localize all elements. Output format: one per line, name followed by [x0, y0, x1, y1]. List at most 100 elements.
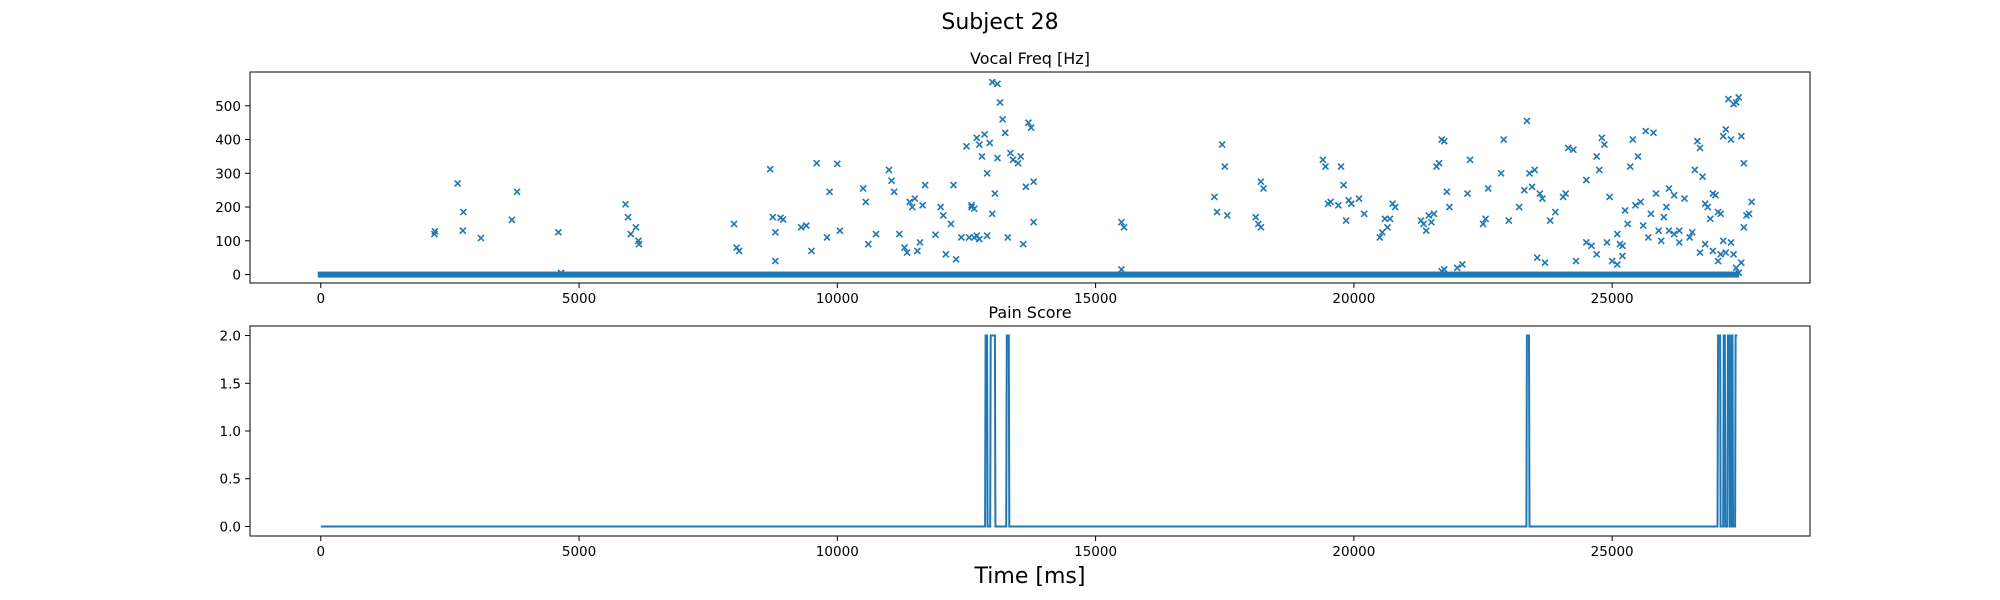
data-point — [1637, 198, 1645, 206]
data-point — [991, 189, 999, 198]
data-point — [1500, 135, 1508, 144]
data-point — [454, 179, 462, 187]
x-tick-label: 0 — [316, 544, 325, 560]
data-point — [1618, 252, 1627, 260]
data-point — [1613, 230, 1621, 238]
data-point — [807, 247, 816, 255]
data-point — [1030, 218, 1038, 226]
data-point — [1528, 183, 1536, 191]
data-point — [1355, 195, 1363, 203]
data-point — [621, 200, 630, 208]
data-point — [1680, 195, 1689, 203]
data-point — [1523, 117, 1531, 125]
data-point — [947, 220, 955, 228]
data-point — [627, 230, 635, 238]
data-point — [1719, 132, 1727, 140]
data-point — [771, 257, 779, 265]
data-point — [1024, 119, 1033, 127]
data-point — [1564, 144, 1572, 152]
data-point — [1252, 213, 1260, 221]
data-point — [862, 198, 870, 206]
data-point — [1482, 215, 1490, 223]
data-point — [1582, 176, 1590, 184]
x-tick-label: 20000 — [1332, 291, 1375, 307]
data-point — [903, 249, 911, 257]
data-point — [1735, 269, 1743, 277]
x-tick-label: 15000 — [1074, 544, 1117, 560]
pain-score-line — [320, 334, 1738, 528]
data-point — [1378, 228, 1386, 236]
data-point — [1624, 220, 1632, 228]
data-point — [1120, 223, 1128, 231]
data-point — [931, 231, 940, 239]
data-point — [771, 228, 779, 236]
y-tick-label: 500 — [215, 99, 241, 115]
vocal-freq-marks — [317, 78, 1756, 278]
y-tick-label: 0 — [232, 268, 241, 284]
figure-title: Subject 28 — [941, 10, 1058, 35]
data-point — [949, 181, 958, 189]
data-point — [1210, 193, 1218, 201]
data-point — [1732, 98, 1740, 106]
data-point — [1117, 265, 1125, 274]
data-point — [978, 152, 986, 160]
x-tick-label: 15000 — [1074, 291, 1117, 307]
data-point — [836, 227, 844, 235]
data-point — [1709, 247, 1717, 255]
x-tick-label: 10000 — [816, 544, 859, 560]
data-point — [916, 238, 924, 247]
data-point — [1538, 195, 1546, 203]
data-point — [1704, 203, 1712, 211]
data-point — [1593, 152, 1601, 160]
data-point — [1381, 215, 1389, 223]
data-point — [1027, 124, 1035, 132]
data-point — [635, 240, 643, 248]
data-point — [1729, 250, 1738, 258]
data-point — [975, 235, 983, 243]
data-point — [1644, 233, 1652, 241]
data-point — [1551, 208, 1559, 216]
data-point — [918, 201, 927, 209]
data-point — [1319, 156, 1327, 164]
data-point — [730, 220, 738, 228]
data-point — [1386, 215, 1394, 223]
data-point — [624, 213, 632, 221]
y-tick-label: 200 — [215, 200, 241, 216]
data-point — [1737, 259, 1745, 267]
data-point — [1737, 132, 1745, 140]
x-tick-label: 25000 — [1591, 291, 1634, 307]
data-point — [1722, 125, 1730, 133]
x-tick-label: 5000 — [562, 544, 596, 560]
data-point — [1327, 198, 1335, 206]
y-tick-label: 0.5 — [220, 472, 241, 488]
data-point — [554, 228, 562, 236]
zero-baseline-markers — [317, 271, 1740, 278]
data-point — [1642, 127, 1650, 135]
data-point — [1430, 210, 1438, 218]
data-point — [900, 243, 909, 252]
data-point — [980, 130, 989, 139]
data-point — [632, 223, 640, 231]
data-point — [1466, 156, 1474, 164]
data-point — [1562, 189, 1570, 198]
data-point — [1546, 216, 1554, 225]
data-point — [766, 165, 774, 173]
data-point — [1693, 137, 1701, 145]
pain-score-ticks: 0 5000 10000 15000 20000 25000 0.0 0.5 1.0 1.5 2.0 — [220, 329, 1634, 560]
data-point — [908, 203, 916, 211]
data-point — [993, 154, 1002, 162]
data-point — [973, 134, 981, 142]
data-point — [1505, 216, 1513, 225]
data-point — [1014, 159, 1022, 167]
data-point — [1603, 238, 1611, 247]
data-point — [1626, 162, 1634, 171]
x-tick-label: 25000 — [1591, 544, 1634, 560]
data-point — [887, 177, 896, 185]
data-point — [1660, 213, 1668, 221]
data-point — [1022, 183, 1030, 191]
data-point — [1698, 173, 1707, 181]
data-point — [1745, 210, 1753, 218]
data-point — [1569, 146, 1577, 154]
data-point — [431, 227, 439, 235]
x-tick-label: 0 — [316, 291, 325, 307]
